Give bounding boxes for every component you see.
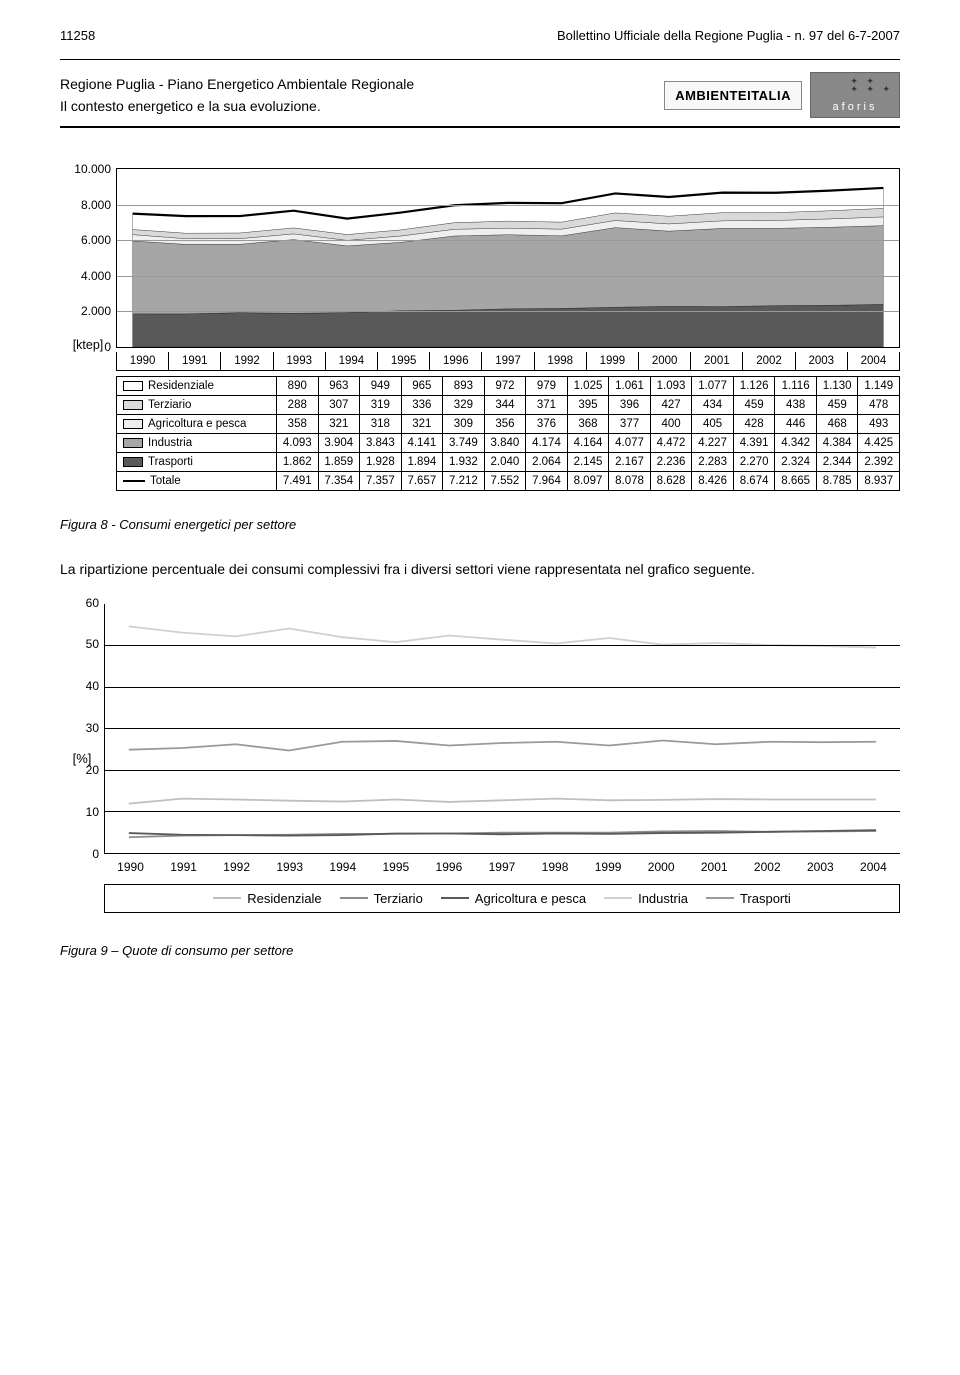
figure-8: [ktep] 10.0008.0006.0004.0002.0000 19901… (60, 168, 900, 491)
figure-8-caption: Figura 8 - Consumi energetici per settor… (60, 517, 900, 532)
doc-title-line2: Il contesto energetico e la sua evoluzio… (60, 95, 414, 117)
chart2-legend: ResidenzialeTerziarioAgricoltura e pesca… (104, 884, 900, 913)
chart1-xaxis: 1990199119921993199419951996199719981999… (116, 352, 900, 371)
document-subheader: Regione Puglia - Piano Energetico Ambien… (60, 59, 900, 128)
chart1-svg (117, 169, 899, 347)
logo-ambienteitalia: AMBIENTEITALIA (664, 81, 802, 110)
figure-9: [%] 6050403020100 1990199119921993199419… (60, 604, 900, 913)
chart2-plot: 6050403020100 (104, 604, 900, 854)
chart1-yticks: 10.0008.0006.0004.0002.0000 (63, 162, 111, 354)
logos: AMBIENTEITALIA ✦ ✦✦ ✦ ✦ aforis (664, 72, 900, 118)
page-number: 11258 (60, 28, 95, 43)
birds-icon: ✦ ✦✦ ✦ ✦ (850, 77, 893, 93)
chart1-plot: 10.0008.0006.0004.0002.0000 (116, 168, 900, 348)
body-paragraph: La ripartizione percentuale dei consumi … (60, 560, 900, 580)
gazette-title: Bollettino Ufficiale della Regione Pugli… (557, 28, 900, 43)
chart1-data-table: Residenziale8909639499658939729791.0251.… (116, 376, 900, 491)
running-header: 11258 Bollettino Ufficiale della Regione… (60, 24, 900, 53)
doc-title-line1: Regione Puglia - Piano Energetico Ambien… (60, 73, 414, 95)
chart2-yticks: 6050403020100 (71, 596, 99, 861)
chart2-xaxis: 1990199119921993199419951996199719981999… (104, 860, 900, 874)
figure-9-caption: Figura 9 – Quote di consumo per settore (60, 943, 900, 958)
logo-aforis: ✦ ✦✦ ✦ ✦ aforis (810, 72, 900, 118)
